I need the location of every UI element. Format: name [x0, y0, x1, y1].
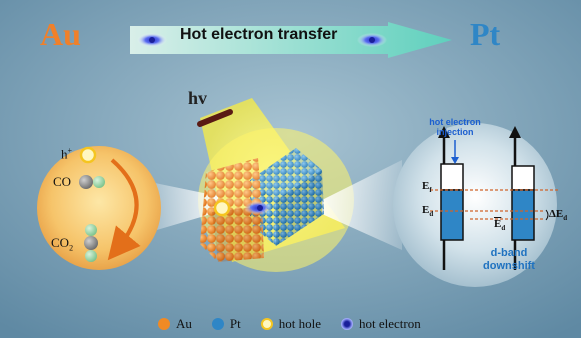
ed-label-text: E	[422, 204, 430, 216]
left-zoom-cone	[150, 182, 218, 232]
legend-hot-hole-swatch	[260, 318, 273, 330]
ef-label: Ef	[422, 180, 432, 194]
light-label: hv	[188, 88, 208, 108]
co-label: CO	[53, 174, 72, 189]
legend-au-swatch	[158, 318, 170, 330]
ed-label-sub: d	[429, 210, 434, 219]
injection-label-line2: injection	[436, 127, 474, 137]
dband-label-line2: downshift	[483, 260, 535, 272]
ed-label: Ed	[422, 204, 433, 218]
arrow-label: Hot electron transfer	[180, 26, 338, 43]
co-molecule	[79, 175, 105, 189]
dband-label-line1: d-band	[490, 247, 528, 259]
light-source-bar	[197, 109, 233, 127]
dband-label: d-band downshift	[478, 247, 540, 273]
ef-label-sub: f	[429, 186, 432, 195]
injection-label: hot electron injection	[423, 117, 487, 137]
co2-molecule	[84, 224, 98, 262]
delta-label-sub: d	[563, 214, 568, 223]
right-zoom-cone	[322, 160, 402, 250]
au-title: Au	[40, 16, 81, 52]
pt-cube	[250, 148, 324, 246]
au-cube	[200, 158, 264, 262]
legend-pt-swatch	[211, 318, 224, 330]
pt-band	[509, 126, 535, 270]
ed-tilde-label-sub: d	[501, 224, 506, 233]
ed-tilde-label-text: E	[494, 218, 502, 230]
hole-label: h+	[61, 146, 72, 162]
legend-hot-hole-label: hot hole	[278, 316, 321, 331]
co2-label: CO2	[51, 235, 73, 253]
hole-label-text: h	[61, 146, 68, 162]
delta-label-text: ΔE	[549, 208, 564, 220]
injection-label-line1: hot electron	[429, 117, 481, 127]
pt-title: Pt	[470, 16, 501, 52]
delta-label: ΔEd	[549, 208, 567, 222]
legend: Au Pt hot hole hot electron	[158, 316, 421, 332]
hole-label-sup: +	[67, 146, 73, 155]
reaction-arrow	[107, 158, 141, 261]
particle-hot-electron	[244, 201, 272, 215]
arrow-electron-right	[357, 33, 387, 47]
legend-hot-electron-swatch	[340, 318, 353, 330]
injection-arrowhead	[451, 157, 459, 164]
inset-hot-hole	[79, 146, 97, 164]
delta-brace	[545, 209, 549, 221]
legend-pt-label: Pt	[229, 316, 241, 331]
arrow-electron-left	[137, 33, 167, 47]
ed-tilde-label: Ed	[494, 218, 505, 232]
transfer-arrow	[130, 22, 452, 58]
co2-label-sub: 2	[69, 243, 74, 253]
particle-hot-hole	[213, 199, 231, 217]
ef-label-text: E	[422, 180, 430, 192]
co2-label-text: CO	[51, 235, 70, 250]
legend-au-label: Au	[176, 316, 192, 331]
legend-hot-electron-label: hot electron	[358, 316, 421, 331]
